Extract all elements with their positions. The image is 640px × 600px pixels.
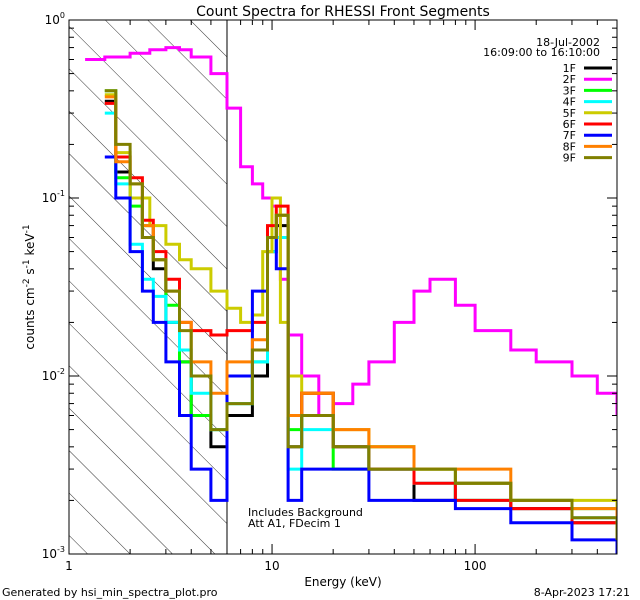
y-axis-label-sup1: -2 <box>22 278 32 287</box>
y-axis-label-sup3: -1 <box>22 224 32 233</box>
x-tick-label: 1 <box>65 559 73 573</box>
legend-label-6F: 6F <box>563 118 576 131</box>
y-tick-label: 10-2 <box>42 367 65 383</box>
series-9F <box>104 89 617 540</box>
y-axis-label: counts cm-2 s-1 keV-1 <box>22 224 37 349</box>
svg-text:counts cm-2 s-1 keV-1: counts cm-2 s-1 keV-1 <box>22 224 37 349</box>
chart-title: Count Spectra for RHESSI Front Segments <box>196 4 490 20</box>
y-axis-label-main: counts cm <box>23 287 37 349</box>
y-tick-label: 10-1 <box>42 189 65 205</box>
plot-frame <box>68 19 618 555</box>
x-tick-label: 10 <box>264 559 279 573</box>
footer-timestamp: 8-Apr-2023 17:21 <box>534 586 630 599</box>
date-label: 18-Jul-2002 <box>536 36 600 49</box>
legend-label-8F: 8F <box>563 140 576 153</box>
hatched-region <box>69 20 227 554</box>
y-tick-label-exp: -2 <box>57 367 65 376</box>
footer-generated-by: Generated by hsi_min_spectra_plot.pro <box>2 586 218 599</box>
y-tick-label-exp: -1 <box>57 189 65 198</box>
y-axis-label-sup2: -1 <box>22 259 32 268</box>
series-layer <box>85 46 617 554</box>
y-tick-label: 100 <box>45 11 65 27</box>
annotation-attenuator: Att A1, FDecim 1 <box>248 517 341 530</box>
annotation-background: Includes Background <box>248 506 363 519</box>
y-tick-label-base: 10 <box>42 191 57 205</box>
x-axis-label: Energy (keV) <box>304 575 381 589</box>
y-tick-label-exp: -3 <box>57 545 65 554</box>
y-tick-label: 10-3 <box>42 545 65 561</box>
y-tick-label-base: 10 <box>45 13 60 27</box>
legend-label-5F: 5F <box>563 107 576 120</box>
y-tick-label-base: 10 <box>42 547 57 561</box>
legend-label-2F: 2F <box>563 73 576 86</box>
series-2F <box>85 46 617 417</box>
y-tick-label-base: 10 <box>42 369 57 383</box>
legend-label-9F: 9F <box>563 152 576 165</box>
legend-label-7F: 7F <box>563 129 576 142</box>
legend-label-4F: 4F <box>563 96 576 109</box>
series-7F <box>104 155 617 554</box>
legend-label-3F: 3F <box>563 84 576 97</box>
y-axis-label-mid: s <box>23 268 37 278</box>
y-tick-label-exp: 0 <box>60 11 65 20</box>
legend-label-1F: 1F <box>563 62 576 75</box>
y-axis-label-end: keV <box>23 233 37 260</box>
x-tick-label: 100 <box>464 559 487 573</box>
time-range-label: 16:09:00 to 16:10:00 <box>483 46 600 59</box>
